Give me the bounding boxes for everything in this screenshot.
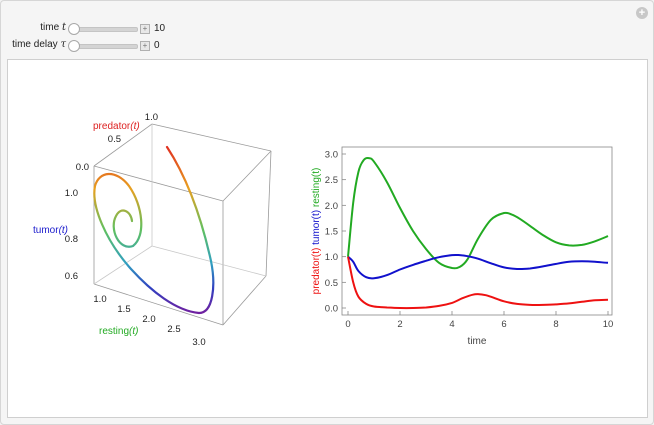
- series-line-1: [347, 253, 609, 280]
- z-tick-labels: 0.0 0.5 1.0: [76, 112, 158, 173]
- box-edge: [265, 150, 272, 277]
- x-tick-label: 4: [449, 319, 454, 330]
- box-edge-hidden: [93, 245, 153, 285]
- x-tick-label: 8: [553, 319, 558, 330]
- time-value: 10: [154, 23, 166, 34]
- output-canvas: 0.0 0.5 1.0 predator(t) 1.0 0.8 0.6 tumo…: [33, 112, 614, 348]
- x-tick: 2.5: [167, 324, 180, 335]
- y-tick: 1.0: [65, 188, 78, 199]
- ylabel-part: tumor(t): [311, 210, 322, 248]
- x-tick-label: 0: [345, 319, 350, 330]
- chart-ylabel-text: predator(t) tumor(t) resting(t): [311, 168, 322, 295]
- x-axis-label: resting(t): [99, 326, 138, 337]
- chart-frame: [341, 146, 613, 316]
- z-tick: 1.0: [145, 112, 158, 123]
- delay-expand-icon[interactable]: +: [140, 41, 150, 51]
- timeseries-chart: 0 2 4 6 8 10 0.0 0.5 1.0 1.5 2.0 2.5 3.0 predator(t)…: [311, 146, 614, 347]
- y-axis-label: tumor(t): [33, 225, 68, 236]
- y-tick-label: 0.5: [325, 278, 338, 289]
- y-axis-name: tumor: [33, 225, 59, 236]
- time-label: time t: [40, 22, 66, 33]
- delay-value: 0: [154, 40, 160, 51]
- x-tick-label: 10: [603, 319, 614, 330]
- y-tick-label: 2.0: [325, 201, 338, 212]
- x-tick-label: 2: [397, 319, 402, 330]
- y-tick: 0.6: [65, 271, 78, 282]
- x-tick: 1.0: [93, 294, 106, 305]
- delay-label: time delay τ: [12, 39, 66, 50]
- delay-slider-thumb[interactable]: [68, 40, 80, 52]
- x-axis-name: resting: [99, 326, 129, 337]
- chart-ylabel: predator(t) tumor(t) resting(t): [311, 168, 322, 295]
- box-edges: [93, 123, 272, 326]
- box-edge: [93, 165, 224, 202]
- y-tick-label: 0.0: [325, 304, 338, 315]
- x-tick-label: 6: [501, 319, 506, 330]
- z-axis-label: predator(t): [93, 121, 140, 132]
- time-label-text: time: [40, 22, 60, 33]
- y-axis-arg: (t): [59, 225, 68, 236]
- x-tick-labels: 1.0 1.5 2.0 2.5 3.0: [93, 294, 205, 348]
- x-tick: 3.0: [192, 337, 205, 348]
- trajectory-3d: [93, 145, 215, 315]
- ylabel-part: predator(t): [311, 248, 322, 295]
- time-expand-icon[interactable]: +: [140, 24, 150, 34]
- delay-control: time delay τ + 0: [0, 39, 654, 55]
- box-edge: [222, 150, 272, 202]
- x-axis-arg: (t): [129, 326, 138, 337]
- ylabel-part: resting(t): [311, 168, 322, 210]
- delay-symbol: τ: [60, 39, 66, 50]
- z-axis-name: predator: [93, 121, 131, 132]
- z-tick: 0.5: [108, 134, 121, 145]
- y-tick-label: 2.5: [325, 175, 338, 186]
- chart-ticks: 0 2 4 6 8 10 0.0 0.5 1.0 1.5 2.0 2.5 3.0: [325, 150, 614, 331]
- y-tick-labels: 1.0 0.8 0.6: [65, 188, 78, 282]
- output-panel: 0.0 0.5 1.0 predator(t) 1.0 0.8 0.6 tumo…: [7, 59, 648, 418]
- box-edge: [93, 283, 224, 326]
- time-symbol: t: [61, 22, 66, 33]
- delay-label-text: time delay: [12, 39, 58, 50]
- x-tick: 1.5: [117, 304, 130, 315]
- time-control: time t + 10: [0, 22, 654, 38]
- chart-xlabel: time: [468, 336, 487, 347]
- y-tick: 0.8: [65, 234, 78, 245]
- y-tick-label: 3.0: [325, 150, 338, 161]
- time-slider-track[interactable]: [70, 27, 138, 32]
- options-plus-icon[interactable]: +: [636, 7, 648, 19]
- time-slider-thumb[interactable]: [68, 23, 80, 35]
- series-line-0: [347, 157, 609, 270]
- chart-series: [347, 157, 609, 310]
- x-tick: 2.0: [142, 314, 155, 325]
- plot3d: 0.0 0.5 1.0 predator(t) 1.0 0.8 0.6 tumo…: [33, 112, 272, 348]
- z-axis-arg: (t): [130, 121, 139, 132]
- box-edge-hidden: [151, 245, 267, 277]
- box-edge: [93, 123, 153, 167]
- box-edge: [222, 275, 267, 326]
- series-line-2: [347, 256, 609, 310]
- y-tick-label: 1.5: [325, 227, 338, 238]
- box-edge: [151, 123, 272, 152]
- y-tick-label: 1.0: [325, 252, 338, 263]
- z-tick: 0.0: [76, 162, 89, 173]
- delay-slider-track[interactable]: [70, 44, 138, 49]
